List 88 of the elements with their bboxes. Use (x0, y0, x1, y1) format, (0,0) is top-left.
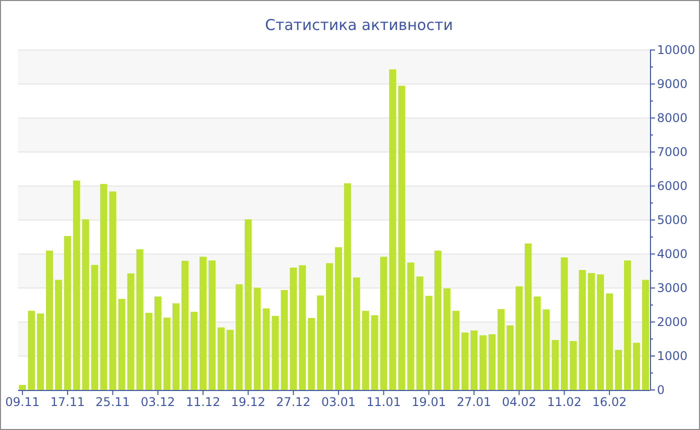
bar (624, 260, 632, 390)
bar (208, 260, 216, 390)
bar (452, 310, 460, 390)
bar (218, 327, 225, 390)
bar (488, 334, 496, 390)
y-tick-label: 5000 (657, 213, 688, 227)
bar (73, 180, 80, 390)
bar (534, 296, 541, 390)
x-tick-label: 19.12 (231, 395, 266, 409)
y-tick-label: 8000 (657, 111, 688, 125)
bar (64, 236, 72, 390)
bar (380, 256, 388, 390)
x-tick-label: 11.02 (547, 395, 582, 409)
bar (82, 219, 90, 390)
y-tick-label: 10000 (657, 43, 696, 57)
bar (272, 316, 279, 390)
x-tick-label: 25.11 (96, 395, 130, 409)
bar (506, 325, 514, 390)
bar (596, 274, 604, 390)
bar (633, 342, 640, 390)
y-tick-label: 0 (657, 383, 665, 397)
x-tick-label: 27.01 (456, 395, 492, 409)
bar (172, 303, 180, 390)
bar (570, 341, 577, 390)
bar (614, 350, 622, 390)
y-tick-label: 4000 (657, 247, 688, 261)
bar (316, 295, 324, 390)
y-tick-label: 6000 (657, 179, 688, 193)
bar (334, 247, 342, 390)
bar (100, 184, 108, 390)
bar (280, 290, 288, 390)
bar (298, 265, 306, 390)
bar (479, 335, 487, 390)
bar (28, 310, 35, 390)
y-tick-label: 9000 (657, 77, 688, 91)
bar (416, 276, 424, 390)
bar (127, 273, 134, 390)
bar (18, 384, 26, 390)
bar (389, 69, 396, 390)
bar (36, 314, 44, 390)
bar (606, 293, 613, 390)
bar (46, 250, 54, 390)
y-tick-label: 3000 (657, 281, 688, 295)
bar (353, 277, 360, 390)
x-tick-label: 11.01 (366, 395, 401, 409)
bar (516, 286, 523, 390)
y-tick-label: 1000 (657, 349, 688, 363)
x-tick-label: 11.12 (186, 395, 220, 409)
bar (145, 312, 152, 390)
bar (642, 280, 650, 390)
bar (55, 280, 62, 390)
bar (588, 273, 595, 390)
bar (190, 312, 198, 390)
bar (154, 296, 162, 390)
bar (290, 268, 297, 390)
bar (181, 260, 189, 390)
x-tick-label: 03.12 (140, 395, 176, 409)
bar (470, 330, 478, 390)
x-tick-label: 17.11 (50, 395, 85, 409)
x-tick-label: 09.11 (5, 395, 40, 409)
bar (371, 315, 378, 390)
y-tick-label: 2000 (657, 315, 688, 329)
bar (308, 318, 315, 390)
bar (425, 296, 432, 390)
bar (226, 330, 234, 390)
bar (362, 310, 370, 390)
bar (236, 284, 243, 390)
y-tick-label: 7000 (657, 145, 688, 159)
bar (136, 249, 144, 390)
bar (244, 219, 252, 390)
x-tick-label: 27.12 (276, 395, 311, 409)
chart-title: Статистика активности (265, 16, 453, 34)
bar (578, 270, 586, 390)
x-tick-label: 04.02 (502, 395, 536, 409)
bar (163, 318, 170, 390)
bar (91, 264, 98, 390)
bar (200, 256, 207, 390)
bar (326, 263, 334, 390)
x-tick-label: 03.01 (321, 395, 356, 409)
bar (461, 332, 468, 390)
x-tick-label: 16.02 (592, 395, 627, 409)
bar (524, 243, 532, 390)
bar (498, 309, 505, 390)
x-tick-label: 19.01 (412, 395, 446, 409)
bar (560, 257, 568, 390)
bar (344, 183, 352, 390)
bar (443, 288, 450, 390)
bar (434, 250, 442, 390)
